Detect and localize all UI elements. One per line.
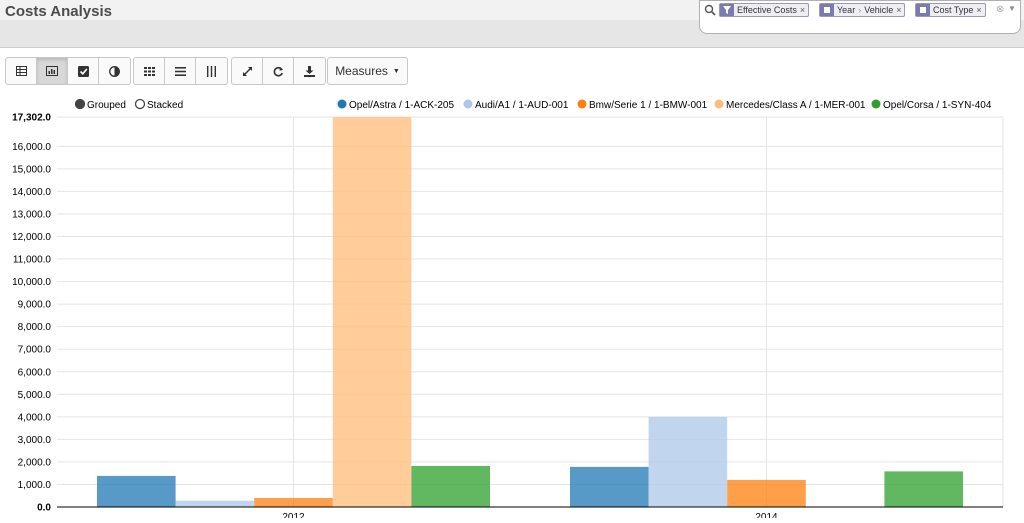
columns-heatmap-button[interactable]: [196, 58, 227, 84]
pie-chart-view-button[interactable]: [99, 58, 130, 84]
facet-remove-icon[interactable]: ×: [799, 5, 806, 15]
facet-groupby-cost-type[interactable]: Cost Type ×: [915, 3, 986, 17]
bar[interactable]: [727, 479, 806, 507]
grouped-label[interactable]: Grouped: [87, 100, 126, 111]
table-view-button[interactable]: [6, 58, 37, 84]
rows-heatmap-button[interactable]: [165, 58, 196, 84]
bar[interactable]: [175, 500, 255, 507]
stacked-radio[interactable]: [134, 98, 146, 110]
top-bar: Costs Analysis Effective Costs × Year › …: [0, 0, 1024, 48]
bar[interactable]: [884, 471, 963, 507]
bar[interactable]: [648, 416, 728, 507]
y-tick-label: 15,000.0: [12, 164, 51, 175]
refresh-button[interactable]: [263, 58, 294, 84]
facet-remove-icon[interactable]: ×: [976, 5, 982, 15]
y-tick-label: 3,000.0: [18, 435, 52, 446]
legend-label[interactable]: Audi/A1 / 1-AUD-001: [475, 100, 569, 111]
legend-label[interactable]: Opel/Astra / 1-ACK-205: [349, 100, 454, 111]
y-tick-label: 1,000.0: [18, 480, 52, 491]
facet-separator: ›: [858, 5, 862, 15]
legend-swatch[interactable]: [714, 99, 724, 109]
y-tick-label: 10,000.0: [12, 277, 51, 288]
facet-filter-label: Effective Costs: [737, 5, 797, 15]
heatmap-group: [133, 57, 228, 85]
search-icon: [704, 4, 716, 16]
y-tick-label: 14,000.0: [12, 187, 51, 198]
legend-label[interactable]: Opel/Corsa / 1-SYN-404: [883, 100, 992, 111]
bar[interactable]: [332, 117, 412, 507]
x-tick-label: 2012: [282, 512, 305, 518]
facet-groupby-cost-type-label: Cost Type: [933, 5, 974, 15]
list-rows-icon: [174, 66, 186, 76]
facet-filter[interactable]: Effective Costs ×: [719, 3, 810, 17]
expand-all-button[interactable]: [232, 58, 263, 84]
legend-label[interactable]: Mercedes/Class A / 1-MER-001: [726, 100, 866, 111]
facet-groupby-vehicle: Vehicle: [864, 5, 894, 15]
bar[interactable]: [570, 466, 649, 507]
heatmap-button[interactable]: [134, 58, 165, 84]
measures-dropdown-button[interactable]: Measures ▼: [327, 57, 408, 85]
y-tick-label: 13,000.0: [12, 209, 51, 220]
legend-label[interactable]: Bmw/Serie 1 / 1-BMW-001: [589, 100, 708, 111]
x-tick-label: 2014: [755, 512, 778, 518]
legend-swatch[interactable]: [871, 99, 881, 109]
bar[interactable]: [411, 465, 490, 507]
download-icon: [304, 65, 315, 77]
table-view-icon: [15, 66, 27, 76]
search-box[interactable]: Effective Costs × Year › Vehicle × Cost …: [699, 0, 1021, 34]
bar-chart-view-button[interactable]: [37, 58, 68, 84]
y-tick-label: 5,000.0: [18, 390, 52, 401]
group-icon: [916, 4, 930, 16]
y-tick-label: 4,000.0: [18, 412, 52, 423]
view-mode-group: [5, 57, 131, 85]
grid-icon: [143, 66, 155, 76]
bar-chart: 0.0 1,000.0 2,000.0 3,000.0 4,000.0 5,000.0 6,…: [12, 98, 1004, 523]
y-tick-label: 2,000.0: [18, 457, 52, 468]
caret-down-icon: ▼: [392, 67, 400, 75]
group-icon: [820, 4, 834, 16]
filter-icon: [720, 4, 734, 16]
y-tick-label: 0.0: [37, 503, 51, 514]
y-tick-label: 8,000.0: [18, 322, 52, 333]
bar[interactable]: [97, 475, 176, 507]
y-tick-label: 16,000.0: [12, 142, 51, 153]
line-chart-view-button[interactable]: [68, 58, 99, 84]
refresh-icon: [273, 66, 283, 77]
facet-groupby-year: Year: [837, 5, 856, 15]
measures-label: Measures: [335, 64, 388, 78]
download-button[interactable]: [294, 58, 325, 84]
columns-icon: [207, 65, 216, 77]
y-tick-label: 11,000.0: [13, 255, 52, 266]
chevron-down-icon[interactable]: ▼: [1008, 4, 1016, 13]
y-tick-label: 17,302.0: [12, 113, 51, 124]
facet-remove-icon[interactable]: ×: [896, 5, 902, 15]
y-tick-label: 7,000.0: [18, 345, 52, 356]
clear-search-icon[interactable]: ⊗: [996, 4, 1005, 15]
grouped-radio[interactable]: [74, 98, 86, 110]
expand-icon: [242, 66, 252, 76]
y-tick-label: 9,000.0: [18, 300, 52, 311]
bar-chart-view-icon: [46, 66, 58, 76]
page-title: Costs Analysis: [5, 3, 112, 20]
y-tick-label: 6,000.0: [18, 367, 52, 378]
checkbox-icon: [77, 65, 89, 77]
stacked-label[interactable]: Stacked: [147, 100, 183, 111]
bar[interactable]: [254, 497, 333, 507]
pie-contrast-icon: [109, 65, 120, 77]
facet-groupby-year-vehicle[interactable]: Year › Vehicle ×: [819, 3, 906, 17]
chart-area: 0.0 1,000.0 2,000.0 3,000.0 4,000.0 5,000.0 6,…: [0, 92, 1024, 523]
legend-swatch[interactable]: [463, 99, 473, 109]
legend-swatch[interactable]: [337, 99, 347, 109]
legend-swatch[interactable]: [577, 99, 587, 109]
action-group: [231, 57, 326, 85]
y-tick-label: 12,000.0: [12, 232, 51, 243]
